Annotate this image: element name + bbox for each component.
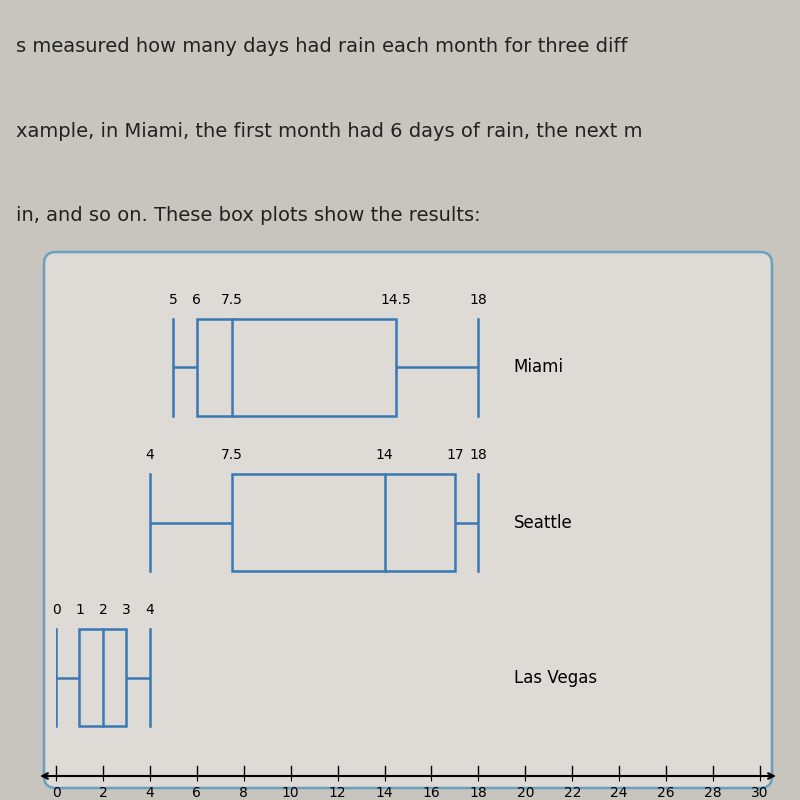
Text: xample, in Miami, the first month had 6 days of rain, the next m: xample, in Miami, the first month had 6 … bbox=[16, 122, 642, 141]
Bar bbox=[79, 630, 126, 726]
Text: 6: 6 bbox=[192, 293, 202, 307]
Text: 14: 14 bbox=[376, 448, 394, 462]
Text: 18: 18 bbox=[470, 293, 487, 307]
Text: s measured how many days had rain each month for three diff: s measured how many days had rain each m… bbox=[16, 38, 627, 56]
Text: 5: 5 bbox=[169, 293, 178, 307]
Bar bbox=[197, 319, 396, 416]
Text: Las Vegas: Las Vegas bbox=[514, 669, 597, 686]
Text: 7.5: 7.5 bbox=[221, 293, 243, 307]
Text: Miami: Miami bbox=[514, 358, 563, 377]
Text: 4: 4 bbox=[146, 448, 154, 462]
Text: 0: 0 bbox=[52, 603, 60, 618]
Text: 2: 2 bbox=[98, 603, 107, 618]
Text: 14.5: 14.5 bbox=[381, 293, 412, 307]
Text: 4: 4 bbox=[146, 603, 154, 618]
Text: 7.5: 7.5 bbox=[221, 448, 243, 462]
Bar bbox=[232, 474, 455, 571]
Text: 17: 17 bbox=[446, 448, 464, 462]
Text: 18: 18 bbox=[470, 448, 487, 462]
Text: 3: 3 bbox=[122, 603, 130, 618]
Text: in, and so on. These box plots show the results:: in, and so on. These box plots show the … bbox=[16, 206, 481, 226]
Text: 1: 1 bbox=[75, 603, 84, 618]
Text: Seattle: Seattle bbox=[514, 514, 572, 531]
